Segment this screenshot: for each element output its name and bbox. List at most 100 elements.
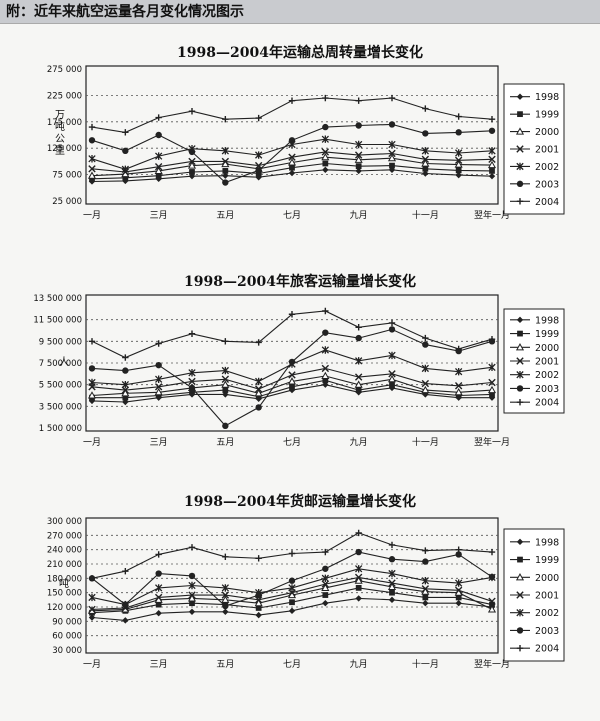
data-point — [422, 558, 429, 565]
data-point — [88, 137, 96, 144]
legend-label: 2000 — [535, 127, 559, 138]
y-tick-label: 270 000 — [47, 531, 82, 541]
data-point — [322, 592, 329, 598]
legend: 1998 1999 2000 2001 2002 2003 2004 — [503, 528, 565, 662]
data-point — [455, 129, 462, 136]
y-tick-label: 7 500 000 — [39, 359, 82, 369]
data-point — [288, 311, 296, 318]
data-point — [388, 121, 396, 128]
data-point — [222, 168, 229, 174]
data-point — [388, 541, 396, 549]
y-tick-label: 30 000 — [52, 646, 82, 656]
data-point — [88, 123, 96, 131]
data-point — [388, 579, 396, 587]
data-point — [188, 330, 196, 337]
data-point — [322, 548, 329, 556]
data-point — [455, 551, 462, 558]
data-point — [421, 147, 429, 155]
data-point — [221, 375, 230, 383]
data-point — [254, 596, 263, 604]
data-point — [88, 365, 96, 372]
data-point — [89, 175, 95, 182]
data-point — [455, 171, 462, 179]
data-point — [487, 605, 497, 613]
data-point — [188, 157, 196, 166]
data-point — [122, 394, 129, 401]
data-point — [88, 593, 96, 602]
data-point — [87, 171, 97, 179]
data-point — [322, 307, 329, 315]
chart-total-turnover: 25 000 75 000 125 000 175 000 225 000 275 000… — [47, 65, 565, 221]
x-tick-label: 五月 — [216, 437, 234, 448]
y-tick-label: 210 000 — [47, 560, 82, 570]
data-point — [355, 324, 362, 331]
data-point — [321, 580, 330, 588]
data-point — [455, 149, 463, 157]
data-point — [454, 382, 463, 390]
legend-marker — [516, 145, 524, 153]
data-point — [422, 599, 429, 607]
legend-marker — [515, 127, 525, 135]
data-point — [221, 591, 230, 599]
data-point — [288, 371, 296, 379]
data-point — [322, 94, 329, 102]
data-point — [488, 548, 496, 556]
data-point — [188, 377, 196, 386]
data-point — [388, 326, 396, 333]
data-point — [321, 574, 329, 583]
data-point — [122, 367, 129, 374]
series-line — [91, 310, 493, 359]
legend-marker — [517, 111, 523, 118]
legend-marker — [516, 162, 524, 171]
data-point — [122, 617, 129, 624]
y-tick-label: 25 000 — [52, 197, 82, 207]
y-tick-label: 75 000 — [52, 171, 82, 181]
data-point — [255, 151, 263, 159]
data-point — [421, 155, 430, 163]
y-tick-label: 1 500 000 — [39, 424, 82, 434]
data-point — [388, 596, 396, 604]
data-point — [354, 573, 363, 582]
data-point — [355, 122, 362, 129]
data-point — [321, 152, 330, 161]
data-point — [221, 595, 230, 603]
legend-label: 2001 — [535, 591, 559, 602]
data-point — [188, 572, 196, 580]
data-point — [222, 115, 229, 123]
y-tick-label: 5 500 000 — [39, 381, 82, 391]
data-point — [287, 158, 297, 166]
data-point — [455, 579, 463, 587]
data-point — [255, 393, 262, 400]
data-point — [154, 388, 163, 396]
data-point — [222, 422, 229, 430]
legend-marker — [517, 330, 523, 337]
data-point — [189, 169, 195, 175]
data-point — [289, 599, 295, 606]
legend-marker — [516, 93, 524, 100]
data-point — [455, 113, 462, 120]
data-point — [288, 153, 296, 161]
data-point — [288, 577, 296, 584]
x-tick-label: 翌年一月 — [474, 658, 510, 670]
data-point — [254, 389, 263, 397]
data-point — [289, 383, 295, 390]
data-point — [255, 377, 263, 386]
series-2001 — [88, 148, 496, 176]
y-tick-label: 3 500 000 — [39, 402, 82, 412]
y-tick-label: 300 000 — [47, 517, 82, 527]
data-point — [421, 385, 430, 394]
data-point — [355, 529, 362, 537]
legend-label: 2003 — [535, 179, 559, 190]
data-point — [222, 608, 229, 615]
data-point — [488, 147, 496, 155]
data-point — [155, 584, 163, 592]
y-tick-label: 125 000 — [47, 144, 82, 154]
data-point — [355, 167, 362, 175]
data-point — [154, 383, 163, 391]
data-point — [255, 555, 262, 562]
data-point — [255, 167, 262, 174]
data-point — [255, 611, 262, 619]
data-point — [489, 168, 495, 174]
data-point — [188, 581, 196, 590]
data-point — [155, 392, 162, 399]
